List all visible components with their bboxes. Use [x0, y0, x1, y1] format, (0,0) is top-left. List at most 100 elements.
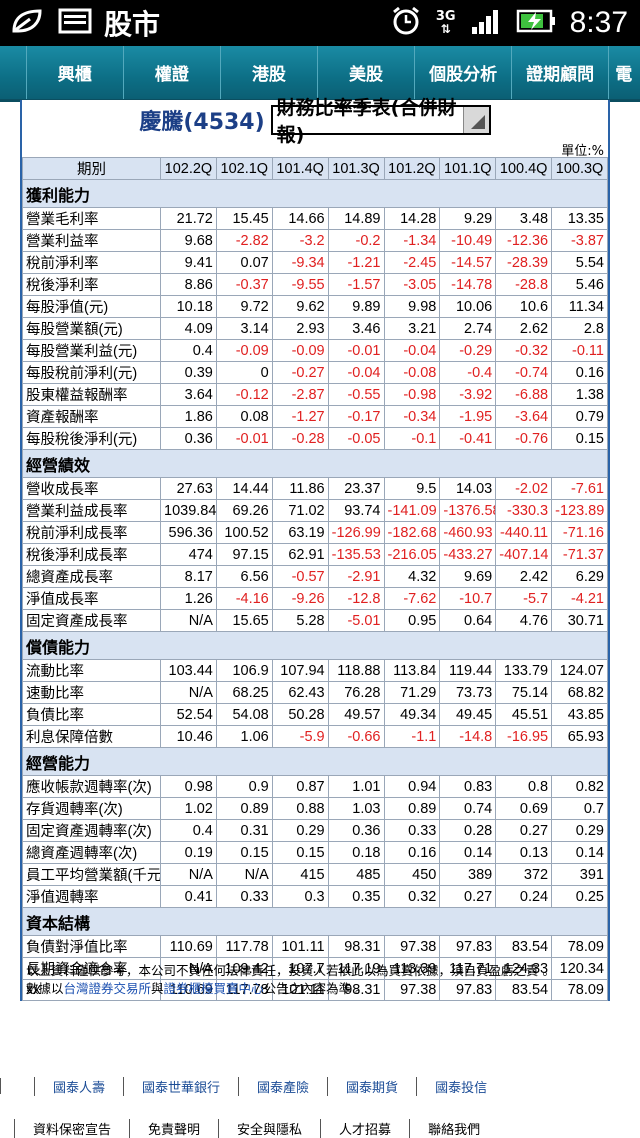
- row-label: 每股營業利益(元): [22, 339, 161, 362]
- tpex-link[interactable]: 證券櫃檯買賣中心: [163, 981, 264, 996]
- footer-link-cathay-funds[interactable]: 國泰投信: [416, 1076, 505, 1096]
- table-cell: -0.41: [439, 427, 497, 450]
- table-cell: 0.14: [439, 841, 497, 864]
- table-cell: -135.53: [327, 543, 385, 566]
- footer-link-careers[interactable]: 人才招募: [320, 1118, 409, 1138]
- table-cell: 4.09: [160, 317, 217, 340]
- nav-item-emerging[interactable]: 興櫃: [25, 46, 123, 99]
- table-cell: -1.57: [327, 273, 385, 296]
- table-cell: -14.78: [439, 273, 497, 296]
- nav-item-us-stocks[interactable]: 美股: [316, 46, 414, 99]
- table-cell: 0.9: [215, 775, 273, 798]
- nav-item-warrants[interactable]: 權證: [122, 46, 220, 99]
- row-label: 淨值成長率: [22, 587, 161, 610]
- table-cell: 0.08: [215, 405, 273, 428]
- footer-link-disclaimer[interactable]: 免責聲明: [129, 1118, 218, 1138]
- table-cell: 93.74: [327, 499, 385, 522]
- table-cell: 389: [439, 863, 497, 886]
- nav-item-stock-analysis[interactable]: 個股分析: [414, 46, 511, 99]
- table-cell: 23.37: [327, 477, 385, 500]
- row-label: 每股稅後淨利(元): [22, 427, 161, 450]
- row-label: 營業利益成長率: [22, 499, 161, 522]
- table-cell: 9.29: [439, 207, 497, 230]
- table-cell: 3.46: [327, 317, 385, 340]
- column-header-quarter: 101.3Q: [327, 157, 385, 180]
- table-cell: -0.32: [495, 339, 553, 362]
- table-row: 利息保障倍數 10.46 1.06 -5.9 -0.66 -1.1 -14.8 -16.95 6…: [22, 725, 608, 748]
- table-cell: 97.15: [215, 543, 273, 566]
- table-cell: 0.15: [271, 841, 329, 864]
- table-cell: 0.7: [551, 797, 608, 820]
- table-cell: 0.33: [215, 885, 273, 908]
- table-cell: -6.88: [495, 383, 553, 406]
- table-cell: 0.16: [551, 361, 608, 384]
- table-cell: 0.29: [271, 819, 329, 842]
- row-label: 總資產週轉率(次): [22, 841, 161, 864]
- table-cell: -1.95: [439, 405, 497, 428]
- report-type-select[interactable]: 財務比率季表(合併財報): [270, 97, 491, 146]
- section-title: 獲利能力: [22, 179, 608, 208]
- table-row: 總資產週轉率(次) 0.19 0.15 0.15 0.18 0.16 0.14 0.13 0.1…: [22, 841, 608, 864]
- table-row: 稅前淨利率 9.41 0.07 -9.34 -1.21 -2.45 -14.57 -28.39…: [22, 251, 608, 274]
- table-cell: 9.41: [160, 251, 217, 274]
- table-cell: 13.35: [551, 207, 608, 230]
- table-cell: N/A: [160, 957, 217, 980]
- table-cell: -1.21: [327, 251, 385, 274]
- table-cell: 6.56: [215, 565, 273, 588]
- table-cell: 0.13: [495, 841, 553, 864]
- table-cell: 8.86: [160, 273, 217, 296]
- table-cell: 1.86: [160, 405, 217, 428]
- top-navigation: 興櫃 權證 港股 美股 個股分析 證期顧問 電: [0, 46, 640, 102]
- table-row: 負債比率 52.54 54.08 50.28 49.57 49.34 49.45 45.51 4…: [22, 703, 608, 726]
- footer-link-cathay-insurance[interactable]: 國泰產險: [238, 1076, 327, 1096]
- table-cell: 0.87: [271, 775, 329, 798]
- table-cell: 103.44: [160, 659, 217, 682]
- twse-link[interactable]: 台灣證券交易所: [63, 981, 152, 996]
- table-cell: -14.57: [439, 251, 497, 274]
- network-type: 3G: [435, 9, 456, 24]
- footer-link-cathay-bank[interactable]: 國泰世華銀行: [123, 1076, 238, 1096]
- table-cell: 0.07: [215, 251, 273, 274]
- footer-link-cathay-futures[interactable]: 國泰期貨: [327, 1076, 416, 1096]
- table-cell: 3.48: [495, 207, 553, 230]
- nav-item-more[interactable]: 電: [608, 46, 640, 99]
- table-cell: -407.14: [495, 543, 553, 566]
- row-label: 資產報酬率: [22, 405, 161, 428]
- table-cell: 0.88: [271, 797, 329, 820]
- table-cell: 372: [495, 863, 553, 886]
- table-cell: 14.03: [439, 477, 497, 500]
- section-header-row: 獲利能力: [22, 179, 608, 208]
- table-cell: 5.54: [551, 251, 608, 274]
- row-label: 稅前淨利率: [22, 251, 161, 274]
- table-cell: -10.7: [439, 587, 497, 610]
- table-cell: -0.01: [215, 427, 273, 450]
- footer-link-privacy-statement[interactable]: 資料保密宣告: [14, 1118, 129, 1138]
- table-cell: -216.05: [383, 543, 441, 566]
- table-cell: -126.99: [327, 521, 385, 544]
- table-cell: 10.46: [160, 725, 217, 748]
- nav-item-hk-stocks[interactable]: 港股: [219, 46, 317, 99]
- table-row: 資產報酬率 1.86 0.08 -1.27 -0.17 -0.34 -1.95 -3.64 0.…: [22, 405, 608, 428]
- column-header-quarter: 100.4Q: [495, 157, 553, 180]
- table-cell: -123.89: [551, 499, 608, 522]
- table-cell: -1.1: [383, 725, 441, 748]
- table-row: 員工平均營業額(千元) N/A N/A 415 485 450 389 372 391: [22, 863, 608, 886]
- table-cell: -0.05: [327, 427, 385, 450]
- table-cell: 14.66: [271, 207, 329, 230]
- table-cell: 0.95: [383, 609, 441, 632]
- table-cell: 117.78: [215, 935, 273, 958]
- table-cell: 0.3: [271, 885, 329, 908]
- table-cell: 450: [383, 863, 441, 886]
- table-cell: 0.83: [439, 775, 497, 798]
- nav-item-advisory[interactable]: 證期顧問: [511, 46, 608, 99]
- footer-link-contact[interactable]: 聯絡我們: [409, 1118, 498, 1138]
- footer-link-security[interactable]: 安全與隱私: [218, 1118, 320, 1138]
- table-cell: -0.27: [271, 361, 329, 384]
- table-cell: 75.14: [495, 681, 553, 704]
- row-label: 稅前淨利成長率: [22, 521, 161, 544]
- footer-link-cathay-life[interactable]: 國泰人壽: [34, 1076, 123, 1096]
- table-cell: 9.5: [383, 477, 441, 500]
- row-label: 固定資產成長率: [22, 609, 161, 632]
- row-label: 員工平均營業額(千元): [22, 863, 161, 886]
- table-cell: 52.54: [160, 703, 217, 726]
